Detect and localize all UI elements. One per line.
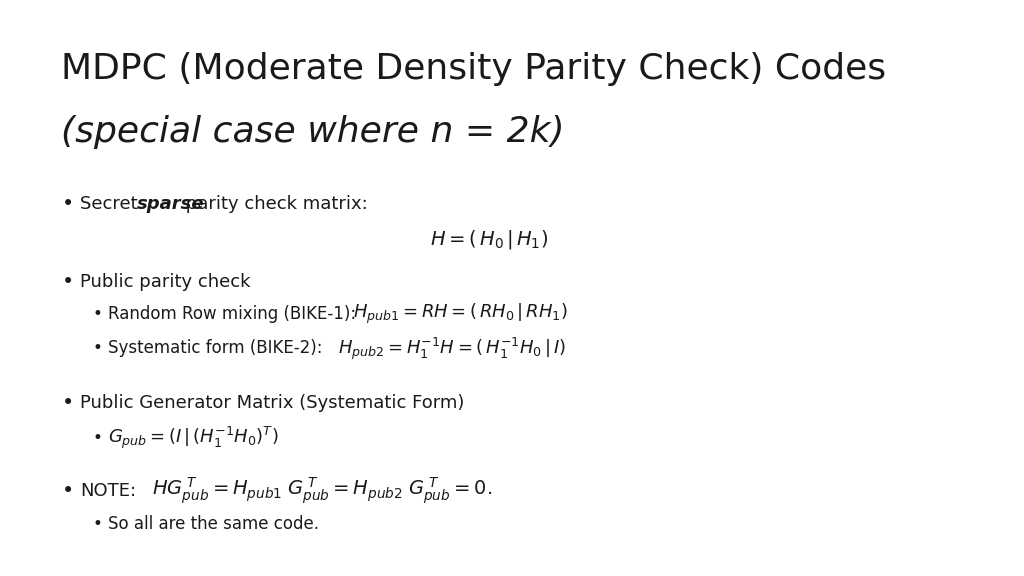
Text: (special case where n = 2k): (special case where n = 2k) [61, 115, 565, 149]
Text: •: • [61, 393, 74, 413]
Text: $H_{pub2} = H_1^{-1}H = (\, H_1^{-1}H_0\,|\,I)$: $H_{pub2} = H_1^{-1}H = (\, H_1^{-1}H_0\… [338, 335, 566, 362]
Text: •: • [61, 481, 74, 501]
Text: •: • [92, 339, 102, 358]
Text: Public parity check: Public parity check [80, 273, 251, 291]
Text: So all are the same code.: So all are the same code. [108, 515, 318, 533]
Text: Random Row mixing (BIKE-1):: Random Row mixing (BIKE-1): [108, 305, 355, 323]
Text: $H_{pub1} = RH = (\, RH_0\,|\,RH_1)$: $H_{pub1} = RH = (\, RH_0\,|\,RH_1)$ [353, 302, 568, 326]
Text: $G_{pub} = (I\,|\,(H_1^{-1}H_0)^T)$: $G_{pub} = (I\,|\,(H_1^{-1}H_0)^T)$ [108, 425, 279, 451]
Text: parity check matrix:: parity check matrix: [180, 195, 368, 214]
Text: Public Generator Matrix (Systematic Form): Public Generator Matrix (Systematic Form… [80, 394, 464, 412]
Text: MDPC (Moderate Density Parity Check) Codes: MDPC (Moderate Density Parity Check) Cod… [61, 52, 887, 86]
Text: sparse: sparse [137, 195, 205, 214]
Text: Secret: Secret [80, 195, 143, 214]
Text: •: • [61, 195, 74, 214]
Text: Systematic form (BIKE-2):: Systematic form (BIKE-2): [108, 339, 322, 358]
Text: $H = (\, H_0\,|\,H_1)$: $H = (\, H_0\,|\,H_1)$ [430, 228, 548, 251]
Text: •: • [92, 429, 102, 447]
Text: •: • [92, 305, 102, 323]
Text: NOTE:: NOTE: [80, 482, 136, 500]
Text: •: • [92, 515, 102, 533]
Text: $HG_{pub}^{\;T} = H_{pub1}\;G_{pub}^{\;T} = H_{pub2}\;G_{pub}^{\;T} = 0.$: $HG_{pub}^{\;T} = H_{pub1}\;G_{pub}^{\;T… [152, 475, 492, 506]
Text: •: • [61, 272, 74, 292]
